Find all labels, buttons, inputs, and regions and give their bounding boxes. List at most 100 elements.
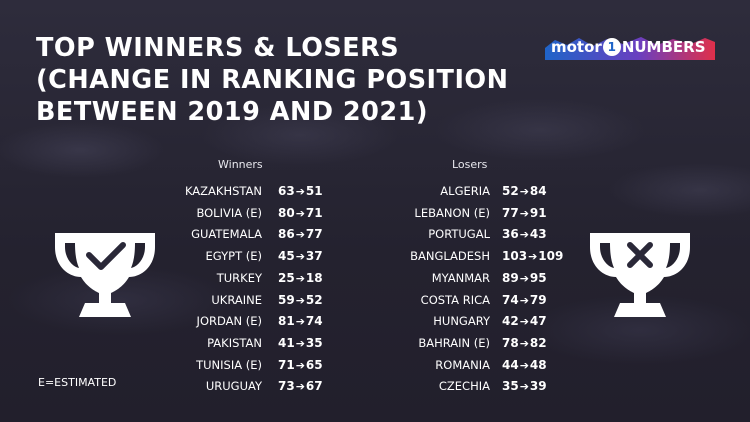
losers-header: Losers [452,158,488,171]
table-row: EGYPT (E) 45➔37 [60,248,360,270]
rank-change: 36➔43 [502,226,547,243]
rank-2021: 65 [305,357,323,372]
rank-change: 52➔84 [502,183,547,200]
country-name: UKRAINE [211,292,262,307]
arrow-right-icon: ➔ [295,336,305,350]
rank-change: 71➔65 [278,357,323,374]
rank-2021: 91 [529,205,547,220]
arrow-right-icon: ➔ [519,293,529,307]
table-row: BAHRAIN (E) 78➔82 [290,335,590,357]
rank-2021: 84 [529,184,547,198]
country-name: PORTUGAL [428,227,490,242]
arrow-right-icon: ➔ [295,315,305,329]
table-row: LEBANON (E) 77➔91 [290,205,590,227]
title-line-2: (CHANGE IN RANKING POSITION [36,65,509,95]
rank-2021: 37 [305,249,323,264]
rank-2021: 77 [305,227,323,242]
rank-2019: 74 [502,292,519,307]
logo-one-badge: 1 [602,38,621,56]
winners-header: Winners [218,158,263,171]
rank-change: 73➔67 [278,378,323,395]
country-name: ROMANIA [435,357,490,372]
rank-change: 59➔52 [278,292,323,309]
arrow-right-icon: ➔ [519,380,529,394]
table-row: UKRAINE 59➔52 [60,292,360,314]
country-name: COSTA RICA [420,292,490,307]
country-name: TUNISIA (E) [196,357,262,372]
arrow-right-icon: ➔ [295,250,305,264]
table-row: PAKISTAN 41➔35 [60,335,360,357]
table-row: MYANMAR 89➔95 [290,270,590,292]
rank-2021: 109 [538,249,564,264]
rank-2019: 35 [502,379,519,394]
arrow-right-icon: ➔ [519,336,529,350]
table-row: TURKEY 25➔18 [60,270,360,292]
rank-2019: 52 [502,184,519,198]
rank-2019: 41 [278,335,295,350]
rank-2021: 51 [305,184,323,198]
rank-change: 41➔35 [278,335,323,352]
rank-2021: 39 [529,379,547,394]
country-name: JORDAN (E) [196,314,262,329]
table-row: URUGUAY 73➔67 [60,378,360,400]
table-row: JORDAN (E) 81➔74 [60,313,360,335]
country-name: GUATEMALA [191,227,262,242]
rank-2021: 82 [529,335,547,350]
arrow-right-icon: ➔ [295,293,305,307]
table-row: ROMANIA 44➔48 [290,357,590,379]
country-name: LEBANON (E) [414,205,490,220]
country-name: CZECHIA [438,379,490,394]
rank-2021: 47 [529,314,547,329]
country-name: HUNGARY [433,314,490,329]
table-row: PORTUGAL 36➔43 [290,226,590,248]
rank-2019: 59 [278,292,295,307]
country-name: BOLIVIA (E) [196,205,262,220]
rank-2019: 45 [278,249,295,264]
rank-2019: 63 [278,184,295,198]
logo-word-motor: motor [551,38,602,56]
rank-2021: 67 [305,379,323,394]
logo-badge [545,37,715,60]
rank-change: 81➔74 [278,313,323,330]
trophy-x-icon [590,233,690,317]
country-name: EGYPT (E) [205,249,262,264]
rank-2021: 71 [305,205,323,220]
rank-change: 78➔82 [502,335,547,352]
rank-change: 63➔51 [278,183,323,200]
arrow-right-icon: ➔ [295,358,305,372]
rank-2019: 71 [278,357,295,372]
arrow-right-icon: ➔ [295,271,305,285]
rank-change: 80➔71 [278,205,323,222]
rank-2019: 25 [278,270,295,285]
table-row: CZECHIA 35➔39 [290,378,590,400]
arrow-right-icon: ➔ [519,358,529,372]
rank-change: 103➔109 [502,248,563,265]
country-name: TURKEY [216,270,262,285]
arrow-right-icon: ➔ [519,228,529,242]
rank-2019: 42 [502,314,519,329]
rank-2019: 36 [502,227,519,242]
rank-2019: 78 [502,335,519,350]
rank-2021: 48 [529,357,547,372]
arrow-right-icon: ➔ [295,380,305,394]
rank-2019: 103 [502,249,528,264]
rank-2019: 81 [278,314,295,329]
table-row: HUNGARY 42➔47 [290,313,590,335]
rank-2019: 80 [278,205,295,220]
country-name: PAKISTAN [207,335,262,350]
arrow-right-icon: ➔ [519,185,529,198]
rank-change: 35➔39 [502,378,547,395]
rank-2021: 74 [305,314,323,329]
table-row: BOLIVIA (E) 80➔71 [60,205,360,227]
arrow-right-icon: ➔ [519,315,529,329]
rank-change: 89➔95 [502,270,547,287]
rank-2019: 86 [278,227,295,242]
rank-change: 44➔48 [502,357,547,374]
rank-change: 45➔37 [278,248,323,265]
rank-2021: 35 [305,335,323,350]
table-row: BANGLADESH 103➔109 [290,248,590,270]
rank-change: 42➔47 [502,313,547,330]
table-row: TUNISIA (E) 71➔65 [60,357,360,379]
title-line-1: TOP WINNERS & LOSERS [36,33,400,63]
